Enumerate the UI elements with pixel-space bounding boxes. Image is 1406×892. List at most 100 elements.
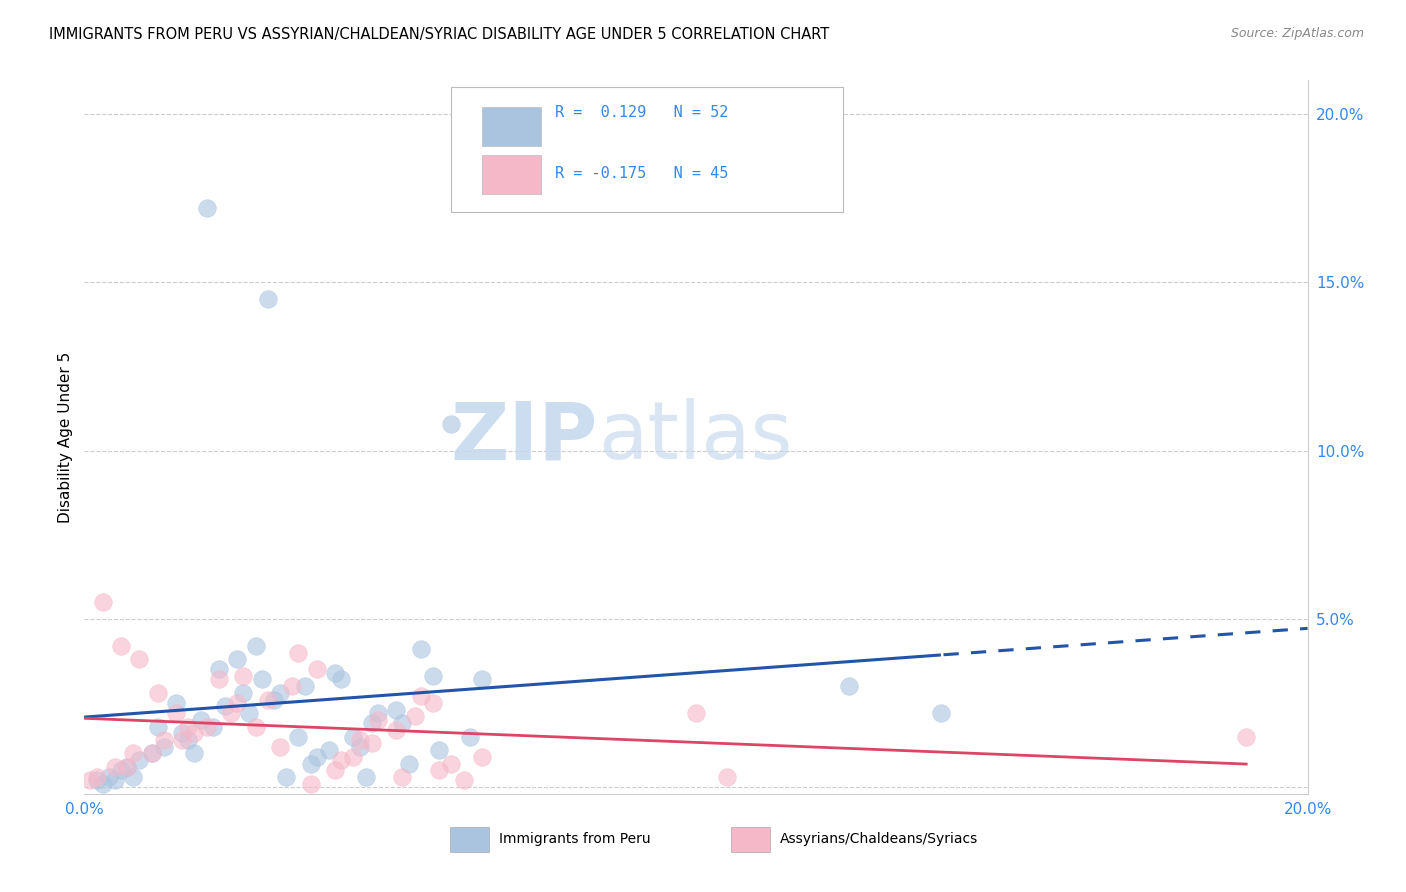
Point <box>440 417 463 431</box>
Point <box>391 716 413 731</box>
Point <box>385 703 408 717</box>
Point <box>226 652 249 666</box>
Point <box>146 686 169 700</box>
Point <box>172 733 194 747</box>
Point <box>104 760 127 774</box>
Point <box>97 770 120 784</box>
Point <box>122 747 145 761</box>
Point <box>250 673 273 687</box>
Point <box>245 720 267 734</box>
Point <box>422 696 444 710</box>
Point <box>141 747 163 761</box>
Point <box>86 773 108 788</box>
Text: R = -0.175   N = 45: R = -0.175 N = 45 <box>555 166 728 180</box>
Point <box>214 699 236 714</box>
Point <box>276 770 298 784</box>
Text: atlas: atlas <box>598 398 793 476</box>
Point <box>299 756 322 771</box>
Point <box>183 726 205 740</box>
Text: R =  0.129   N = 52: R = 0.129 N = 52 <box>555 105 728 120</box>
Point <box>91 595 114 609</box>
Point <box>453 773 475 788</box>
Point <box>208 662 231 676</box>
Point <box>86 770 108 784</box>
Point <box>323 665 346 680</box>
Point <box>287 646 309 660</box>
Point <box>183 747 205 761</box>
Point <box>294 679 316 693</box>
Point <box>342 730 364 744</box>
Point <box>115 760 138 774</box>
Point <box>115 760 138 774</box>
Point <box>238 706 260 720</box>
Point <box>281 679 304 693</box>
Point <box>458 730 481 744</box>
Point <box>427 764 450 778</box>
Point <box>104 773 127 788</box>
Point <box>219 706 242 720</box>
Point <box>122 770 145 784</box>
Point <box>440 756 463 771</box>
Point <box>385 723 408 737</box>
Point <box>323 764 346 778</box>
Point <box>427 743 450 757</box>
FancyBboxPatch shape <box>451 87 842 212</box>
Point <box>1236 730 1258 744</box>
Point <box>360 736 382 750</box>
Point <box>177 733 200 747</box>
Point <box>190 713 212 727</box>
Point <box>422 669 444 683</box>
Point <box>110 639 132 653</box>
Point <box>232 669 254 683</box>
Text: IMMIGRANTS FROM PERU VS ASSYRIAN/CHALDEAN/SYRIAC DISABILITY AGE UNDER 5 CORRELAT: IMMIGRANTS FROM PERU VS ASSYRIAN/CHALDEA… <box>49 27 830 42</box>
Point <box>354 770 377 784</box>
Point <box>208 673 231 687</box>
FancyBboxPatch shape <box>482 155 541 194</box>
Point <box>165 696 187 710</box>
Point <box>195 201 218 215</box>
Point <box>471 673 494 687</box>
Point <box>305 662 328 676</box>
Point <box>342 749 364 764</box>
Point <box>269 686 291 700</box>
Point <box>232 686 254 700</box>
Point <box>404 709 426 723</box>
Text: Immigrants from Peru: Immigrants from Peru <box>499 832 651 847</box>
Point <box>318 743 340 757</box>
Point <box>128 652 150 666</box>
Point <box>146 720 169 734</box>
Point <box>153 739 176 754</box>
Point <box>287 730 309 744</box>
Point <box>226 696 249 710</box>
Point <box>349 739 371 754</box>
Point <box>349 733 371 747</box>
Point <box>141 747 163 761</box>
Point <box>330 673 353 687</box>
Point <box>360 716 382 731</box>
Text: ZIP: ZIP <box>451 398 598 476</box>
Point <box>245 639 267 653</box>
Point <box>409 690 432 704</box>
Point <box>299 777 322 791</box>
Point <box>91 777 114 791</box>
Point <box>201 720 224 734</box>
Point <box>153 733 176 747</box>
Point <box>367 706 389 720</box>
Point <box>471 749 494 764</box>
Y-axis label: Disability Age Under 5: Disability Age Under 5 <box>58 351 73 523</box>
Point <box>79 773 101 788</box>
Point <box>367 713 389 727</box>
FancyBboxPatch shape <box>482 107 541 146</box>
Point <box>257 292 280 306</box>
Point <box>330 753 353 767</box>
Point <box>409 642 432 657</box>
Point <box>685 706 707 720</box>
Point <box>165 706 187 720</box>
Point <box>305 749 328 764</box>
Point <box>716 770 738 784</box>
Point <box>263 692 285 706</box>
Point <box>391 770 413 784</box>
Point <box>172 726 194 740</box>
Text: Assyrians/Chaldeans/Syriacs: Assyrians/Chaldeans/Syriacs <box>780 832 979 847</box>
Text: Source: ZipAtlas.com: Source: ZipAtlas.com <box>1230 27 1364 40</box>
